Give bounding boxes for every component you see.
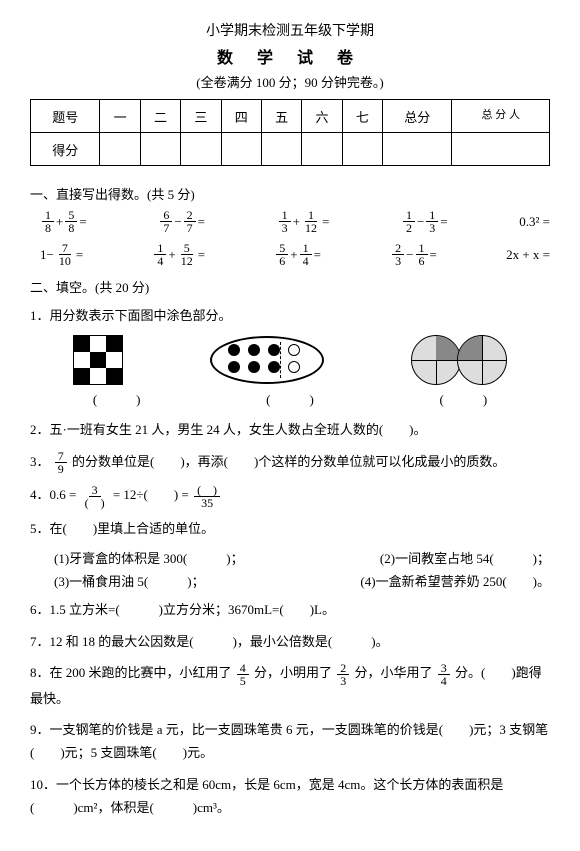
calc-row-2: 1− 710= 14 + 512= 56 + 14= 23 − 16= 2x +… — [40, 242, 550, 267]
q10: 10．一个长方体的棱长之和是 60cm，长是 6cm，宽是 4cm。这个长方体的… — [30, 773, 550, 820]
q6: 6．1.5 立方米=( )立方分米；3670mL=( )L。 — [30, 598, 550, 621]
paren-row: ( ) ( ) ( ) — [30, 389, 550, 408]
q2: 2．五·一班有女生 21 人，男生 24 人，女生人数占全班人数的( )。 — [30, 418, 550, 441]
table-row: 得分 — [31, 133, 550, 166]
section2-title: 二、填空。(共 20 分) — [30, 277, 550, 296]
q5-row2: (3)一桶食用油 5( )； (4)一盒新希望营养奶 250( )。 — [54, 571, 550, 590]
q5-1: (1)牙膏盒的体积是 300( )； — [54, 548, 244, 567]
expr-2b: 14 + 512= — [152, 242, 205, 267]
figure-row — [30, 335, 550, 385]
q5-2: (2)一间教室占地 54( )； — [380, 548, 550, 567]
q9: 9．一支钢笔的价钱是 a 元，比一支圆珠笔贵 6 元，一支圆珠笔的价钱是( )元… — [30, 718, 550, 765]
th-score: 得分 — [31, 133, 100, 166]
header-line1: 小学期末检测五年级下学期 — [30, 20, 550, 40]
checker-icon — [73, 335, 123, 385]
two-circles-icon — [411, 335, 507, 385]
q3: 3． 79 的分数单位是( )，再添( )个这样的分数单位就可以化成最小的质数。 — [30, 450, 550, 476]
oval-dots-icon — [210, 336, 324, 384]
expr-2d: 23 − 16= — [390, 242, 437, 267]
q5-row1: (1)牙膏盒的体积是 300( )； (2)一间教室占地 54( )； — [54, 548, 550, 567]
expr-1d: 12 − 13= — [401, 209, 448, 234]
paren-2: ( ) — [266, 389, 314, 408]
paren-3: ( ) — [439, 389, 487, 408]
th-num: 题号 — [31, 100, 100, 133]
expr-2e: 2x + x = — [506, 247, 550, 263]
score-table: 题号 一 二 三 四 五 六 七 总分 总 分 人 得分 — [30, 99, 550, 166]
expr-2c: 56 + 14= — [274, 242, 321, 267]
header-subtitle: (全卷满分 100 分；90 分钟完卷。) — [30, 72, 550, 91]
expr-1c: 13 + 112= — [277, 209, 330, 234]
table-row: 题号 一 二 三 四 五 六 七 总分 总 分 人 — [31, 100, 550, 133]
q4: 4．0.6 = 3( ) = 12÷( ) = ( )35 — [30, 483, 550, 509]
q1: 1．用分数表示下面图中涂色部分。 — [30, 304, 550, 327]
q7: 7．12 和 18 的最大公因数是( )，最小公倍数是( )。 — [30, 630, 550, 653]
q5: 5．在( )里填上合适的单位。 — [30, 517, 550, 540]
q5-3: (3)一桶食用油 5( )； — [54, 571, 205, 590]
header-title: 数 学 试 卷 — [30, 44, 550, 68]
expr-2a: 1− 710= — [40, 242, 83, 267]
calc-row-1: 18 + 58= 67 − 27= 13 + 112= 12 − 13= 0.3… — [40, 209, 550, 234]
q8: 8．在 200 米跑的比赛中，小红用了 45 分，小明用了 23 分，小华用了 … — [30, 661, 550, 710]
q5-4: (4)一盒新希望营养奶 250( )。 — [360, 571, 550, 590]
expr-1a: 18 + 58= — [40, 209, 87, 234]
paren-1: ( ) — [93, 389, 141, 408]
section1-title: 一、直接写出得数。(共 5 分) — [30, 184, 550, 203]
expr-1e: 0.3² = — [519, 214, 550, 230]
expr-1b: 67 − 27= — [158, 209, 205, 234]
